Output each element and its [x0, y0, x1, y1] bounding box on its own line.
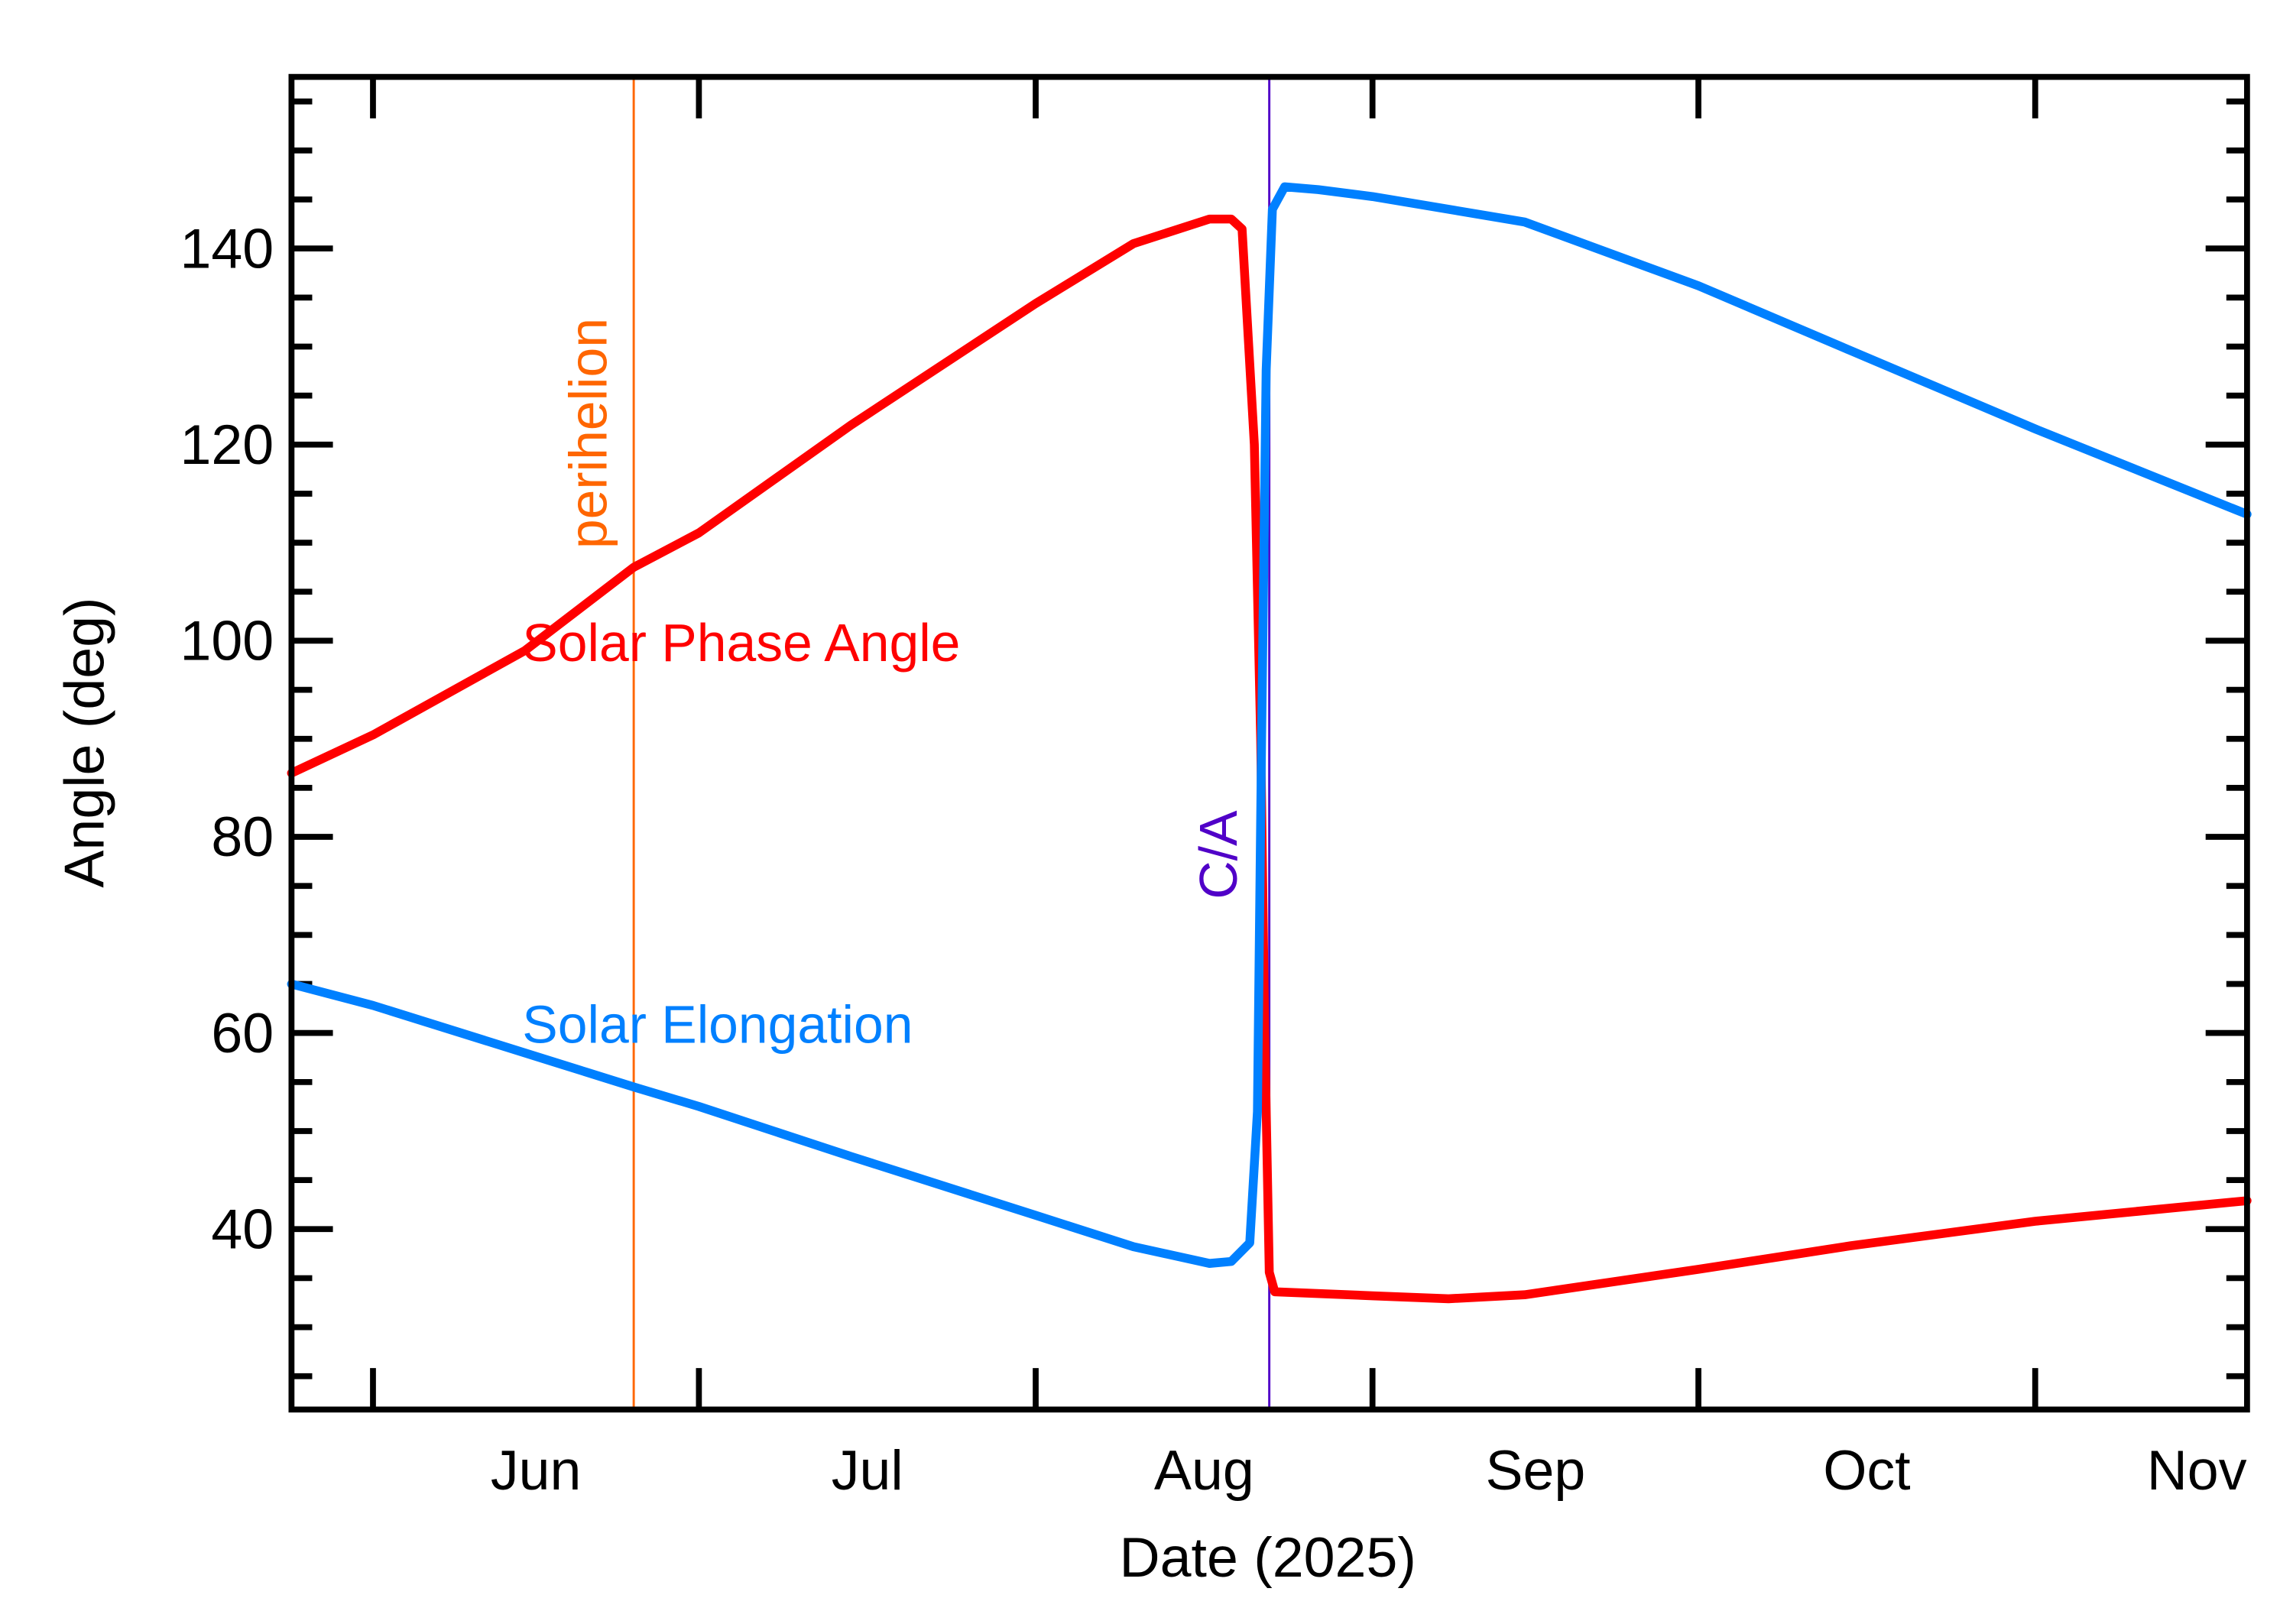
x-tick-label: Aug: [1154, 1438, 1254, 1502]
annotation-ca: C/A: [1189, 810, 1248, 900]
annotations: [632, 76, 1271, 1410]
series-lines: [287, 182, 2252, 1304]
series-line-elongation: [287, 182, 2252, 1268]
series-label-elongation: Solar Elongation: [522, 994, 913, 1054]
y-tick-labels: 40 60 80 100 120 140: [180, 216, 274, 1260]
y-tick-label: 80: [211, 805, 274, 868]
series-label-phase-angle: Solar Phase Angle: [522, 613, 960, 673]
y-tick-label: 100: [180, 609, 274, 673]
plot-frame: [288, 73, 2250, 1413]
y-tick-label: 120: [180, 413, 274, 476]
x-axis-title: Date (2025): [1120, 1525, 1416, 1589]
x-tick-label: Oct: [1823, 1438, 1910, 1502]
x-tick-label: Nov: [2147, 1438, 2247, 1502]
y-tick-label: 60: [211, 1001, 274, 1065]
y-tick-label: 140: [180, 216, 274, 280]
y-axis-title: Angle (deg): [53, 597, 116, 887]
x-tick-label: Jun: [491, 1438, 582, 1502]
annotation-perihelion: perihelion: [559, 318, 618, 549]
series-line-phase-angle: [287, 214, 2252, 1304]
x-tick-labels: Jun Jul Aug Sep Oct Nov: [491, 1438, 2247, 1502]
x-tick-label: Jul: [832, 1438, 903, 1502]
y-tick-label: 40: [211, 1197, 274, 1260]
x-tick-label: Sep: [1485, 1438, 1585, 1502]
axis-ticks: [291, 76, 2247, 1410]
